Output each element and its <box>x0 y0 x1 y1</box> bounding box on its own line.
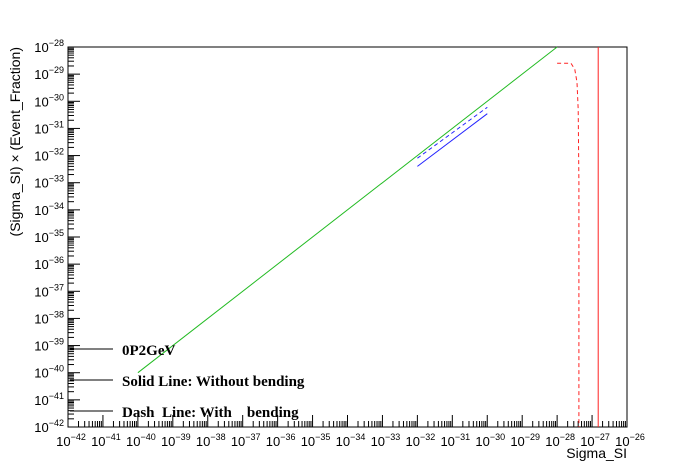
x-tick-label: 10−38 <box>196 432 226 449</box>
x-tick-label: 10−36 <box>266 432 296 449</box>
y-tick-label: 10−31 <box>34 119 64 136</box>
legend-entry-1: Solid Line: Without bending <box>122 374 305 390</box>
x-tick-label: 10−42 <box>56 432 86 449</box>
legend: 0P2GeV Solid Line: Without bending Dash … <box>70 343 305 421</box>
y-tick-label: 10−42 <box>34 418 64 435</box>
y-tick-label: 10−41 <box>34 391 64 408</box>
plot-frame <box>67 46 628 428</box>
x-tick-label: 10−34 <box>336 432 366 449</box>
legend-entry-2: Dash Line: With bending <box>122 405 299 421</box>
x-tick-label: 10−32 <box>406 432 436 449</box>
series-line-2 <box>417 106 488 159</box>
y-tick-label: 10−40 <box>34 364 64 381</box>
y-tick-label: 10−36 <box>34 255 64 272</box>
x-tick-label: 10−30 <box>475 432 505 449</box>
y-tick-label: 10−28 <box>34 38 64 55</box>
y-axis-ticks: 10−42 10−41 10−40 10−39 10−38 10−37 10−36 10−35… <box>34 38 80 435</box>
y-tick-label: 10−29 <box>34 65 64 82</box>
series-line-4 <box>557 62 580 427</box>
series-group <box>137 46 599 427</box>
x-tick-label: 10−33 <box>371 432 401 449</box>
y-tick-label: 10−30 <box>34 92 64 109</box>
y-tick-label: 10−37 <box>34 282 64 299</box>
series-line-0 <box>137 46 558 374</box>
x-tick-label: 10−31 <box>440 432 470 449</box>
x-tick-label: 10−35 <box>301 432 331 449</box>
y-tick-label: 10−35 <box>34 228 64 245</box>
x-tick-label: 10−29 <box>510 432 540 449</box>
y-tick-label: 10−39 <box>34 337 64 354</box>
x-tick-label: 10−40 <box>126 432 156 449</box>
x-tick-label: 10−37 <box>231 432 261 449</box>
series-line-1 <box>417 113 488 167</box>
y-tick-label: 10−38 <box>34 309 64 326</box>
y-tick-label: 10−32 <box>34 147 64 164</box>
y-axis-title: (Sigma_SI) × (Event_Fraction) <box>7 47 23 236</box>
y-tick-label: 10−33 <box>34 174 64 191</box>
legend-entry-0: 0P2GeV <box>122 343 175 359</box>
x-axis-title: Sigma_SI <box>566 445 627 461</box>
x-tick-label: 10−39 <box>161 432 191 449</box>
y-tick-label: 10−34 <box>34 201 64 218</box>
x-tick-label: 10−41 <box>91 432 121 449</box>
